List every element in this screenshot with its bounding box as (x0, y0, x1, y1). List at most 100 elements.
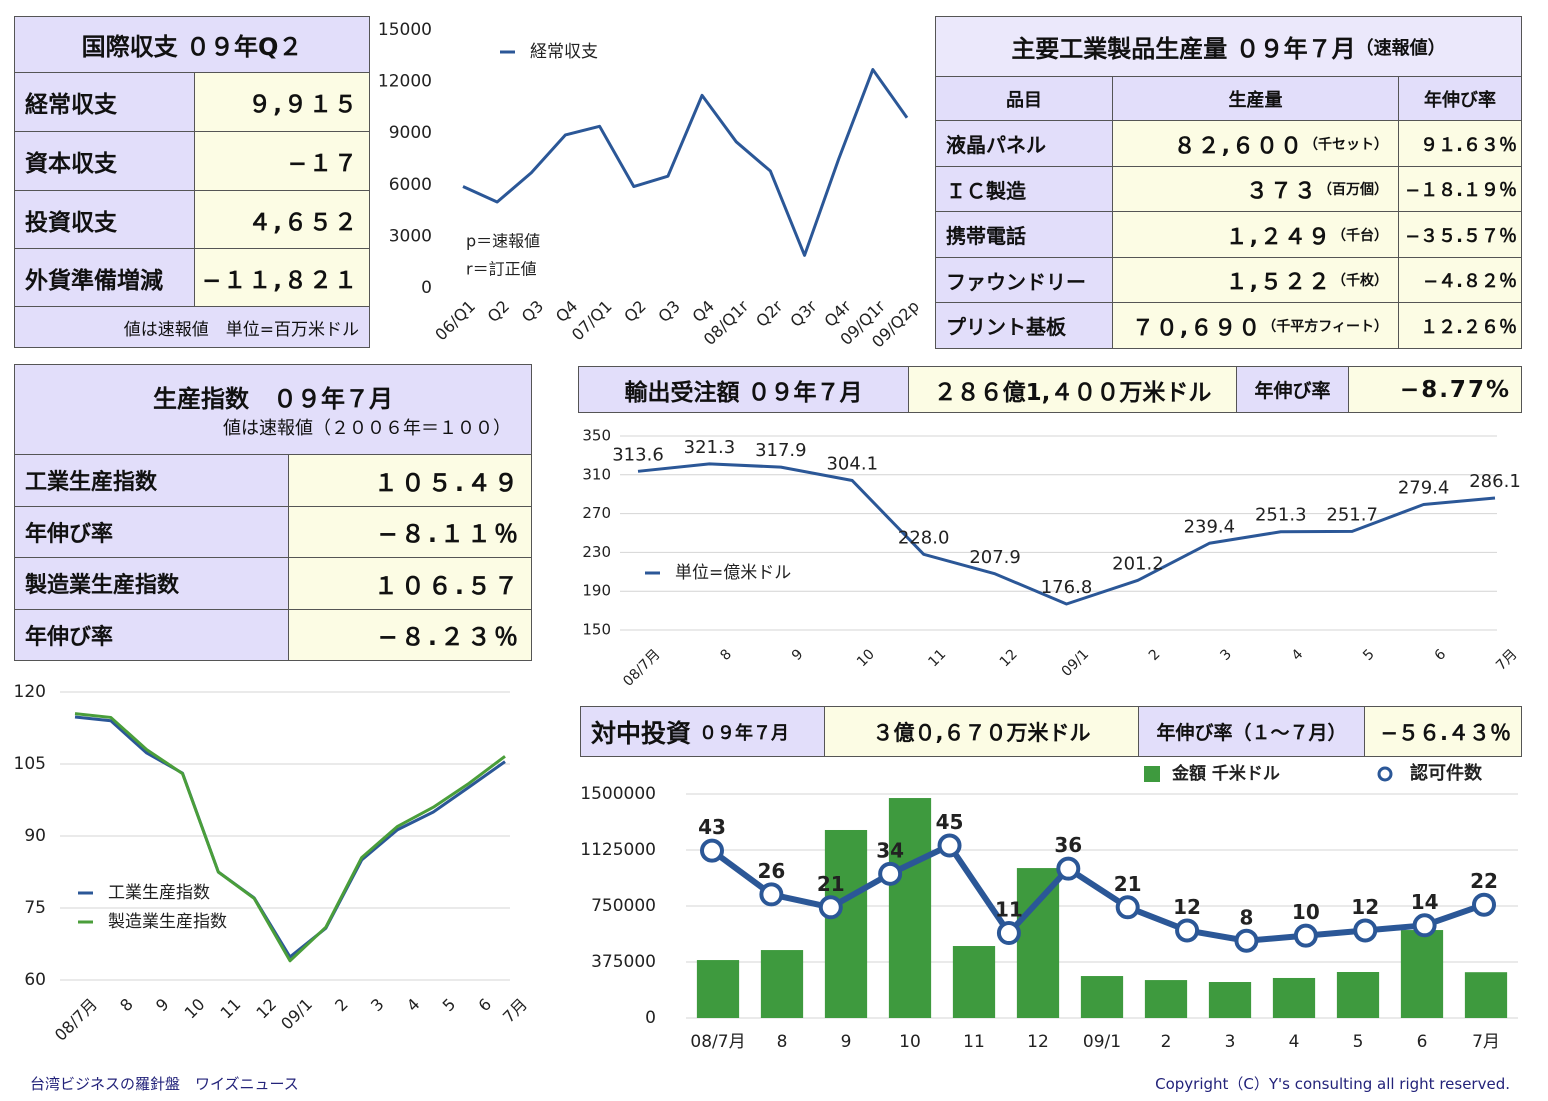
header-cell: 年伸び率 (1398, 76, 1522, 121)
x-tick-label: 10 (181, 995, 209, 1023)
bar (1016, 868, 1060, 1018)
item: プリント基板 (935, 302, 1113, 350)
marker (1115, 895, 1140, 920)
row-value: １０６.５７ (288, 557, 532, 610)
date: ０９年７月 (699, 722, 790, 744)
x-tick-label: 6 (475, 995, 496, 1016)
data-label: 12 (1173, 895, 1201, 919)
x-tick-label: 2 (331, 995, 352, 1016)
x-tick-label: Q2 (620, 297, 650, 327)
marker (1175, 918, 1200, 943)
bar (1208, 982, 1252, 1018)
marker (759, 882, 784, 907)
y-tick-label: 15000 (378, 20, 432, 40)
data-label: 207.9 (969, 547, 1021, 568)
data-label: 10 (1292, 900, 1320, 924)
row-label: 年伸び率 (14, 505, 289, 558)
legend-label: 製造業生産指数 (108, 912, 227, 932)
row-label: 投資収支 (14, 190, 195, 249)
x-tick-label: 08/7月 (51, 995, 101, 1045)
marker (1353, 918, 1378, 943)
y-tick-label: 0 (421, 278, 432, 298)
annotation: p＝速報値 (466, 232, 540, 251)
line (462, 68, 909, 257)
x-tick-label: 11 (925, 646, 949, 670)
investment-growth-label: 年伸び率（１〜７月） (1138, 706, 1365, 757)
line (74, 715, 506, 959)
item: ファウンドリー (935, 256, 1113, 304)
x-tick-label: 11 (963, 1032, 985, 1052)
y-tick-label: 1500000 (580, 784, 656, 804)
amount: ８２,６００ (1173, 133, 1304, 159)
data-label: 317.9 (755, 440, 807, 461)
data-label: 251.3 (1255, 505, 1307, 526)
row-value: −８.２３％ (288, 608, 532, 661)
x-tick-label: 9 (841, 1032, 852, 1052)
line (637, 462, 1496, 606)
growth: ９１.６３％ (1398, 120, 1522, 167)
bar (1144, 980, 1188, 1018)
header-cell: 生産量 (1112, 76, 1399, 121)
bar (1336, 972, 1380, 1018)
x-tick-label: 4 (403, 995, 424, 1016)
data-label: 43 (698, 815, 726, 839)
bar (824, 829, 868, 1018)
data-label: 251.7 (1326, 504, 1378, 525)
legend-label: 経常収支 (530, 42, 598, 62)
x-tick-label: 08/7月 (620, 646, 663, 689)
x-tick-label: 3 (1225, 1032, 1236, 1052)
x-tick-label: 09/1 (277, 995, 316, 1034)
data-label: 8 (1240, 905, 1254, 929)
data-label: 11 (995, 898, 1023, 922)
amount: １,２４９ (1225, 224, 1332, 250)
y-tick-label: 310 (582, 465, 611, 483)
data-label: 12 (1351, 895, 1379, 919)
marker (700, 838, 724, 863)
y-tick-label: 90 (24, 826, 46, 846)
marker (1234, 928, 1259, 953)
bar (696, 960, 740, 1018)
y-tick-label: 9000 (389, 123, 432, 143)
row-label: 経常収支 (14, 72, 195, 132)
x-tick-label: 8 (717, 646, 735, 664)
y-tick-label: 150 (582, 621, 611, 639)
x-tick-label: 6 (1417, 1032, 1428, 1052)
x-tick-label: Q2 (484, 297, 514, 327)
data-label: 239.4 (1184, 516, 1236, 537)
row-label: 年伸び率 (14, 608, 289, 661)
data-label: 22 (1470, 869, 1498, 893)
amount-cell: １,２４９ （千台） (1112, 211, 1399, 259)
bar (1272, 977, 1316, 1018)
x-tick-label: 11 (217, 995, 245, 1023)
legend-marker (1377, 766, 1393, 782)
balance-note: 値は速報値 単位=百万米ドル (14, 306, 370, 348)
row-label: 資本収支 (14, 131, 195, 191)
marker (818, 895, 843, 920)
growth: １２.２６％ (1398, 302, 1522, 350)
export-amount: ２８６億1,４００万米ドル (908, 366, 1237, 413)
item: 携帯電話 (935, 211, 1113, 259)
x-tick-label: Q3 (654, 297, 684, 327)
header-cell: 品目 (935, 76, 1113, 121)
y-tick-label: 6000 (389, 175, 432, 195)
marker (1056, 856, 1081, 881)
y-tick-label: 0 (645, 1008, 656, 1028)
data-label: 45 (936, 810, 964, 834)
annotation: r＝訂正値 (466, 260, 537, 279)
index-title: 生産指数 ０９年７月 値は速報値（２００６年＝１００） (14, 364, 532, 455)
bar (1464, 972, 1508, 1018)
x-tick-label: 08/7月 (690, 1032, 745, 1052)
x-tick-label: 3 (367, 995, 388, 1016)
amount: １,５２２ (1225, 270, 1332, 296)
x-tick-label: Q2r (752, 296, 786, 330)
marker (996, 921, 1021, 946)
amount: ７０,６９０ (1131, 315, 1263, 341)
row-value: ４,６５２ (194, 190, 370, 249)
unit: （千セット） (1304, 136, 1388, 153)
export-growth-label: 年伸び率 (1236, 366, 1349, 413)
item: 液晶パネル (935, 120, 1113, 167)
y-tick-label: 3000 (389, 226, 432, 246)
title: 生産指数 ０９年７月 (153, 385, 393, 413)
x-tick-label: 2 (1161, 1032, 1172, 1052)
